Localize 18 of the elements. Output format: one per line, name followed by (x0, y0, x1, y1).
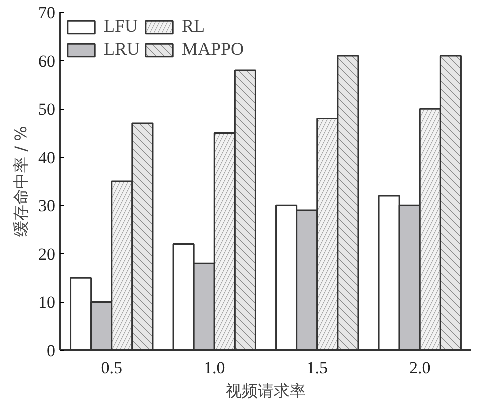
x-tick-label: 2.0 (410, 358, 431, 378)
y-tick-label: 30 (38, 196, 56, 216)
legend-label: LFU (104, 16, 138, 37)
x-tick-label: 1.5 (306, 358, 328, 378)
y-tick-label: 10 (38, 293, 56, 312)
y-tick-label: 60 (38, 52, 56, 71)
legend-label: RL (182, 16, 206, 37)
y-tick-label: 20 (38, 244, 56, 264)
legend-label: LRU (104, 39, 140, 60)
legend-label: MAPPO (182, 39, 244, 60)
y-tick-label: 0 (47, 342, 56, 360)
x-tick-label: 1.0 (204, 358, 226, 378)
y-tick-label: 70 (38, 4, 56, 22)
x-tick-label: 0.5 (101, 358, 122, 378)
y-axis-title: 缓存命中率 / % (12, 126, 30, 237)
x-axis-title: 视频请求率 (226, 382, 306, 400)
y-tick-label: 40 (38, 148, 56, 168)
y-tick-label: 50 (38, 100, 56, 120)
